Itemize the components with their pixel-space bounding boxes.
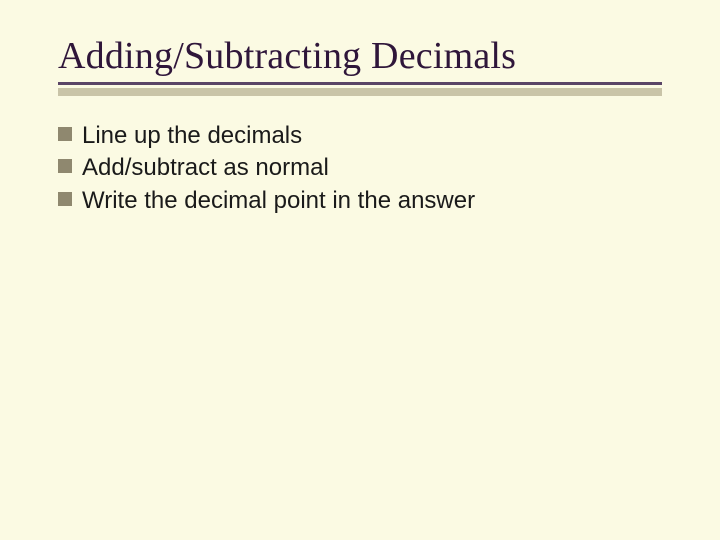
list-item: Add/subtract as normal bbox=[58, 152, 672, 184]
slide: Adding/Subtracting Decimals Line up the … bbox=[0, 0, 720, 540]
square-bullet-icon bbox=[58, 159, 72, 173]
underline-shadow bbox=[58, 88, 662, 96]
underline-top bbox=[58, 82, 662, 85]
list-item: Line up the decimals bbox=[58, 120, 672, 152]
bullet-text: Line up the decimals bbox=[82, 120, 302, 152]
bullet-text: Write the decimal point in the answer bbox=[82, 185, 475, 217]
slide-title: Adding/Subtracting Decimals bbox=[58, 34, 672, 78]
square-bullet-icon bbox=[58, 127, 72, 141]
list-item: Write the decimal point in the answer bbox=[58, 185, 672, 217]
bullet-text: Add/subtract as normal bbox=[82, 152, 329, 184]
square-bullet-icon bbox=[58, 192, 72, 206]
title-underline bbox=[58, 82, 662, 96]
bullet-list: Line up the decimals Add/subtract as nor… bbox=[58, 120, 672, 217]
